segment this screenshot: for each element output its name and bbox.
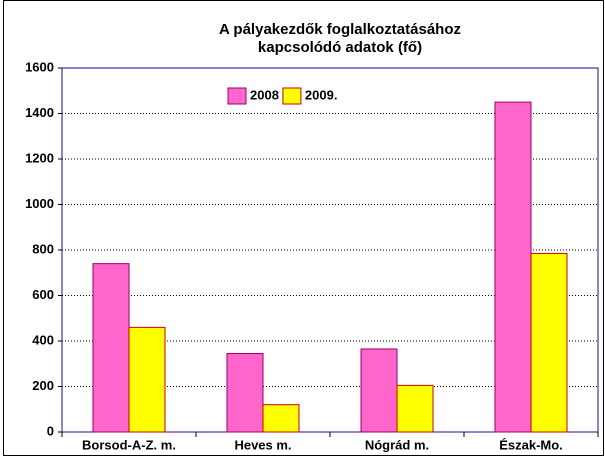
bar [360, 348, 398, 433]
x-tick-label: Heves m. [234, 437, 291, 452]
bar [128, 326, 166, 433]
x-tick-label: Borsod-A-Z. m. [82, 437, 176, 452]
y-tick-label: 1400 [25, 105, 54, 120]
y-tick-label: 0 [47, 423, 54, 438]
bar [92, 263, 130, 433]
y-tick-label: 1600 [25, 59, 54, 74]
y-tick-label: 1200 [25, 150, 54, 165]
y-tick-label: 1000 [25, 196, 54, 211]
legend-label: 2008 [250, 87, 279, 102]
legend-swatch [227, 87, 247, 105]
legend-swatch [282, 87, 302, 105]
bar [494, 101, 532, 433]
bar [262, 404, 300, 433]
y-tick-label: 200 [32, 378, 54, 393]
x-tick-label: Nógrád m. [365, 437, 429, 452]
bar [530, 252, 568, 433]
bar [396, 384, 434, 433]
y-tick-label: 600 [32, 287, 54, 302]
y-tick-label: 800 [32, 241, 54, 256]
legend-label: 2009. [305, 87, 338, 102]
chart-title: A pályakezdők foglalkoztatásához [219, 21, 461, 38]
x-tick-label: Észak-Mo. [499, 437, 563, 452]
y-tick-label: 400 [32, 332, 54, 347]
chart-title: kapcsolódó adatok (fő) [258, 39, 422, 56]
bar [226, 353, 264, 433]
